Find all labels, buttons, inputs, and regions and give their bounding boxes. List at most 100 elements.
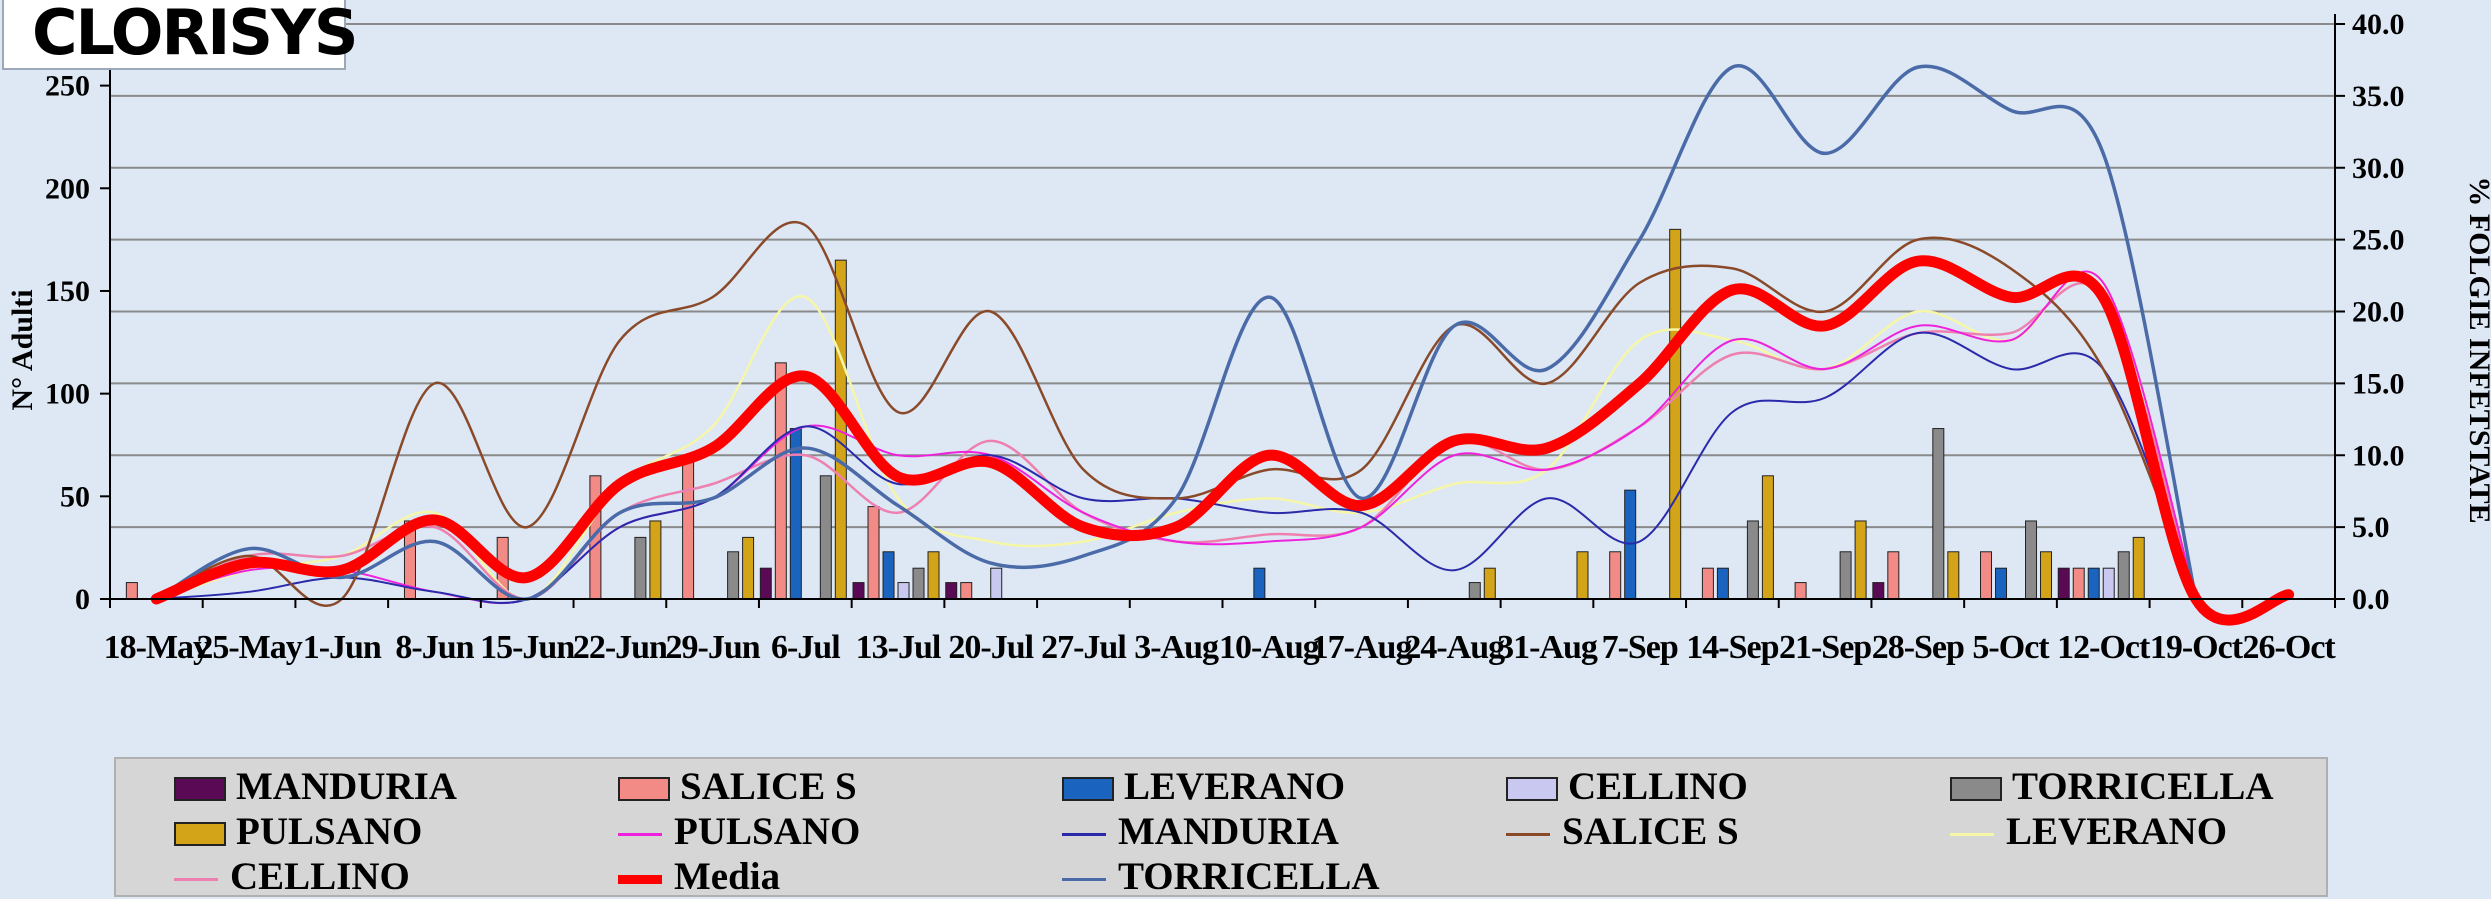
- y2-tick-label: 30.0: [2352, 152, 2405, 185]
- x-tick-label: 21-Sep: [1779, 629, 1871, 666]
- bar: [2117, 551, 2130, 600]
- bar: [1253, 567, 1266, 600]
- x-tick-label: 15-Jun: [480, 629, 575, 666]
- x-tick-label: 10-Aug: [1219, 629, 1320, 666]
- bar: [1468, 582, 1481, 600]
- legend-label: SALICE S: [680, 765, 857, 808]
- y2-tick-label: 0.0: [2352, 583, 2390, 616]
- line-salice-s: [155, 221, 2198, 607]
- bars: [125, 228, 2145, 600]
- bar: [682, 458, 695, 600]
- axes: 0.0 5.0 10.0 15.0 20.0 25.0 30.0 35.0 40.0 0 50 100…: [45, 8, 2405, 666]
- bar: [990, 567, 1003, 600]
- bar: [2132, 536, 2145, 600]
- bar: [1746, 520, 1759, 600]
- legend-label: LEVERANO: [1124, 765, 1346, 808]
- x-tick-label: 13-Jul: [856, 629, 941, 666]
- logo-text: CLORISYS: [32, 0, 359, 69]
- y2-tick-label: 25.0: [2352, 224, 2405, 257]
- bar: [1761, 475, 1774, 600]
- x-tick-label: 12-Oct: [2057, 629, 2151, 666]
- bar: [1947, 551, 1960, 600]
- bar: [2087, 567, 2100, 600]
- legend-swatch: [618, 777, 670, 801]
- bar: [1839, 551, 1852, 600]
- legend-label: TORRICELLA: [1118, 855, 1380, 898]
- bar: [819, 475, 832, 600]
- x-tick-label: 19-Oct: [2150, 629, 2244, 666]
- y-tick-label: 150: [45, 275, 90, 308]
- y-tick-label: 250: [45, 70, 90, 103]
- bar: [912, 567, 925, 600]
- bar: [1794, 582, 1807, 600]
- bar: [2040, 551, 2053, 600]
- bar: [2102, 567, 2115, 600]
- bar: [774, 362, 787, 600]
- legend-swatch: [174, 877, 218, 881]
- x-tick-label: 29-Jun: [666, 629, 761, 666]
- bar: [1669, 228, 1682, 600]
- y-tick-label: 0: [75, 583, 90, 616]
- y2-tick-label: 40.0: [2352, 8, 2405, 41]
- x-tick-label: 8-Jun: [395, 629, 474, 666]
- bar: [1872, 582, 1885, 600]
- legend-swatch: [1062, 877, 1106, 881]
- x-tick-label: 27-Jul: [1041, 629, 1126, 666]
- bar: [852, 582, 865, 600]
- x-tick-label: 31-Aug: [1497, 629, 1598, 666]
- bar: [897, 582, 910, 600]
- bar: [125, 582, 138, 600]
- y2-tick-label: 20.0: [2352, 296, 2405, 329]
- bar: [1609, 551, 1622, 600]
- bar: [1995, 567, 2008, 600]
- x-tick-label: 24-Aug: [1404, 629, 1505, 666]
- bar: [1701, 567, 1714, 600]
- bar: [882, 551, 895, 600]
- y2-tick-label: 10.0: [2352, 439, 2405, 472]
- y-tick-label: 100: [45, 378, 90, 411]
- x-tick-label: 17-Aug: [1312, 629, 1413, 666]
- line-media: [150, 255, 2295, 626]
- legend-swatch: [618, 832, 662, 836]
- bar: [727, 551, 740, 600]
- bar: [1483, 567, 1496, 600]
- gridlines: [110, 23, 2335, 600]
- bar: [1887, 551, 1900, 600]
- bar: [2025, 520, 2038, 600]
- line-torricella: [154, 64, 2198, 601]
- legend-label: CELLINO: [230, 855, 410, 898]
- bar: [759, 567, 772, 600]
- bar: [1576, 551, 1589, 600]
- legend: MANDURIA SALICE S LEVERANO CELLINO TORRICELL…: [114, 757, 2328, 898]
- lines: [150, 64, 2295, 626]
- legend-label: MANDURIA: [236, 765, 457, 808]
- legend-swatch: [1950, 832, 1994, 836]
- legend-swatch: [174, 822, 226, 846]
- y-tick-label: 50: [60, 480, 90, 513]
- x-tick-label: 25-May: [196, 629, 302, 666]
- y2-tick-label: 5.0: [2352, 511, 2390, 544]
- legend-swatch: [1950, 777, 2002, 801]
- y-axis-label: N° Adulti: [6, 289, 39, 410]
- bar: [1980, 551, 1993, 600]
- bar: [2057, 567, 2070, 600]
- legend-swatch: [1062, 832, 1106, 836]
- bar: [927, 551, 940, 600]
- bar: [1932, 428, 1945, 600]
- x-tick-label: 1-Jun: [303, 629, 382, 666]
- x-tick-label: 3-Aug: [1134, 629, 1219, 666]
- bar: [1716, 567, 1729, 600]
- legend-swatch: [1506, 777, 1558, 801]
- y-tick-label: 200: [45, 172, 90, 205]
- bar: [945, 582, 958, 600]
- y2-tick-label: 35.0: [2352, 80, 2405, 113]
- legend-label: PULSANO: [236, 810, 423, 853]
- logo: CLORISYS: [2, 0, 359, 70]
- legend-label: MANDURIA: [1118, 810, 1339, 853]
- legend-swatch: [618, 874, 662, 884]
- x-tick-label: 26-Oct: [2243, 629, 2337, 666]
- bar: [1854, 520, 1867, 600]
- x-tick-label: 5-Oct: [1972, 629, 2050, 666]
- legend-label: TORRICELLA: [2012, 765, 2274, 808]
- legend-swatch: [174, 777, 226, 801]
